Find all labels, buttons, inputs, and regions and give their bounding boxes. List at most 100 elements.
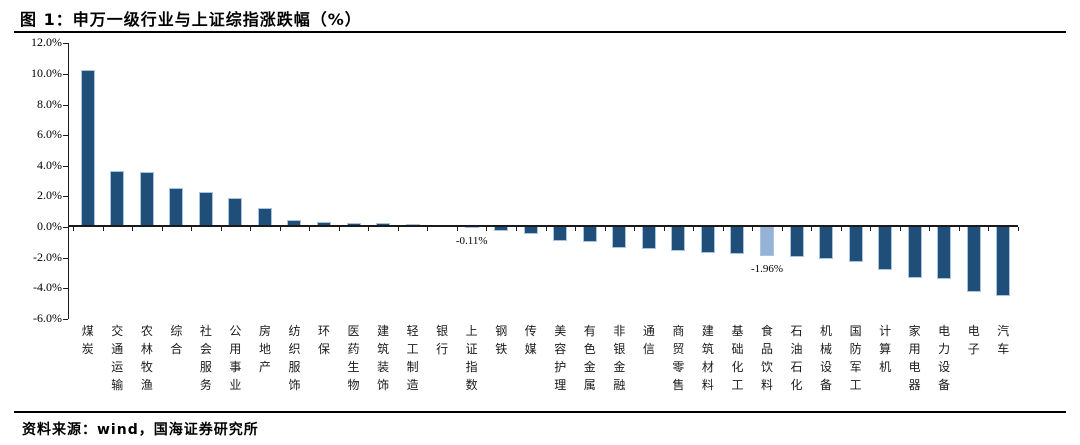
x-tick-label: 社会服务 [199, 324, 212, 392]
x-tick-label: 国防军工 [849, 324, 862, 392]
y-axis-tick [63, 318, 68, 320]
bar [700, 226, 715, 253]
x-tick-label: 基础化工 [731, 324, 744, 392]
x-axis-tick [73, 227, 74, 231]
bar [198, 192, 213, 226]
x-tick-label: 机械设备 [820, 324, 833, 392]
x-axis-tick [161, 227, 163, 231]
bar [996, 226, 1011, 296]
x-axis-tick [1018, 227, 1019, 231]
x-axis-tick [191, 227, 193, 231]
x-axis-tick [811, 227, 813, 231]
title-divider [14, 31, 1066, 33]
bar [80, 69, 95, 226]
x-tick-label: 煤炭 [81, 324, 94, 356]
bar [523, 226, 538, 234]
x-tick-label: 建筑材料 [701, 324, 714, 392]
x-axis-tick [604, 227, 606, 231]
bar [257, 207, 272, 226]
x-tick-label: 综合 [170, 324, 183, 356]
x-tick-label: 商贸零售 [672, 324, 685, 392]
x-tick-label: 传媒 [524, 324, 537, 356]
y-tick-label: -6.0% [33, 310, 62, 325]
x-axis-tick [929, 227, 931, 231]
bar [110, 170, 125, 226]
y-tick-label: 6.0% [37, 127, 62, 142]
bar [228, 198, 243, 226]
bar [671, 226, 686, 252]
x-axis-tick [515, 227, 517, 231]
bar-value-label: -1.96% [750, 262, 784, 275]
x-axis-tick [102, 227, 104, 231]
y-tick-label: 12.0% [31, 35, 62, 50]
figure-title: 图 1：申万一级行业与上证综指涨跌幅（%） [20, 10, 362, 29]
x-axis-tick [309, 227, 311, 231]
y-tick-label: -4.0% [33, 280, 62, 295]
y-tick-label: 10.0% [31, 65, 62, 80]
x-tick-label: 有色金属 [583, 324, 596, 392]
x-tick-label: 钢铁 [495, 324, 508, 356]
y-axis-tick [63, 288, 68, 290]
x-tick-label: 交通运输 [111, 324, 124, 392]
x-axis-tick [693, 227, 695, 231]
x-tick-label: 公用事业 [229, 324, 242, 392]
bar [759, 226, 774, 256]
x-axis-tick [840, 227, 842, 231]
x-axis-tick [368, 227, 370, 231]
zero-axis [68, 225, 1018, 227]
x-axis-tick [486, 227, 488, 231]
y-tick-label: 0.0% [37, 218, 62, 233]
x-tick-label: 食品饮料 [760, 324, 773, 392]
y-axis-tick [63, 257, 68, 259]
bar [937, 226, 952, 279]
bar [582, 226, 597, 243]
x-axis-tick [545, 227, 547, 231]
y-tick-label: 8.0% [37, 96, 62, 111]
x-tick-label: 农林牧渔 [140, 324, 153, 392]
y-tick-label: 4.0% [37, 157, 62, 172]
x-tick-label: 计算机 [879, 324, 892, 374]
x-axis-tick [456, 227, 458, 231]
bar [139, 172, 154, 226]
x-tick-label: 电力设备 [938, 324, 951, 392]
x-tick-label: 银行 [436, 324, 449, 356]
y-axis-tick [63, 165, 68, 167]
x-tick-label: 美容护理 [554, 324, 567, 392]
source-divider [14, 411, 1066, 413]
x-axis-tick [870, 227, 872, 231]
y-axis [68, 43, 69, 319]
bar [730, 226, 745, 254]
x-axis-tick [899, 227, 901, 231]
x-axis-tick [988, 227, 990, 231]
source-note: 资料来源：wind，国海证券研究所 [22, 422, 259, 438]
x-tick-label: 房地产 [258, 324, 271, 374]
x-tick-label: 电子 [967, 324, 980, 356]
y-axis-tick [63, 104, 68, 106]
x-axis-tick [634, 227, 636, 231]
x-tick-label: 石油石化 [790, 324, 803, 392]
x-tick-label: 环保 [318, 324, 331, 356]
bar [907, 226, 922, 279]
x-axis-tick [752, 227, 754, 231]
x-axis-tick [575, 227, 577, 231]
x-tick-label: 上证指数 [465, 324, 478, 392]
bar-value-label: -0.11% [455, 234, 488, 247]
bar [641, 226, 656, 249]
x-tick-label: 轻工制造 [406, 324, 419, 392]
x-axis-tick [958, 227, 960, 231]
x-axis-tick [132, 227, 134, 231]
bar [553, 226, 568, 241]
x-tick-label: 非银金融 [613, 324, 626, 392]
x-tick-label: 汽车 [997, 324, 1010, 356]
bar [848, 226, 863, 262]
y-axis-tick [63, 196, 68, 198]
x-tick-label: 通信 [642, 324, 655, 356]
x-axis-tick [722, 227, 724, 231]
y-tick-label: 2.0% [37, 188, 62, 203]
x-axis-tick [220, 227, 222, 231]
y-axis-tick [63, 73, 68, 75]
y-axis-tick [63, 135, 68, 137]
bar [612, 226, 627, 249]
x-tick-label: 建筑装饰 [377, 324, 390, 392]
